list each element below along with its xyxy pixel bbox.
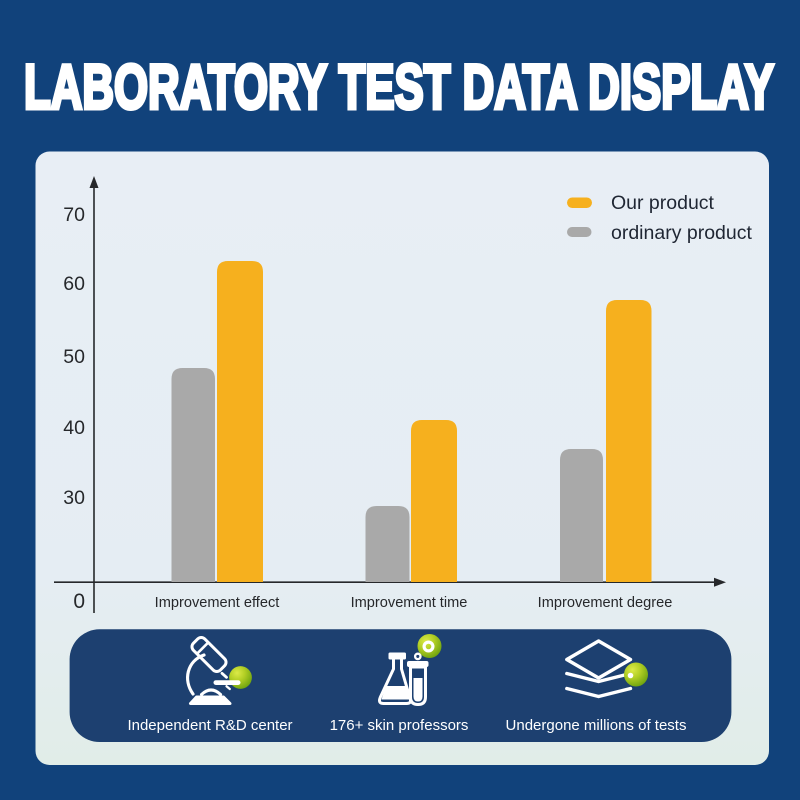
svg-text:70: 70 — [63, 204, 85, 226]
svg-text:176+ skin professors: 176+ skin professors — [330, 717, 469, 734]
svg-text:Improvement time: Improvement time — [351, 595, 468, 611]
svg-text:ordinary product: ordinary product — [611, 222, 752, 244]
svg-text:LABORATORY TEST DATA DISPLAY: LABORATORY TEST DATA DISPLAY — [24, 53, 774, 123]
svg-text:0: 0 — [73, 590, 85, 613]
svg-text:40: 40 — [63, 417, 85, 439]
svg-text:Undergone millions of tests: Undergone millions of tests — [506, 717, 687, 734]
svg-text:Improvement degree: Improvement degree — [538, 595, 673, 611]
svg-text:Independent R&D center: Independent R&D center — [127, 717, 292, 734]
svg-text:60: 60 — [63, 273, 85, 295]
svg-text:Improvement effect: Improvement effect — [155, 595, 280, 611]
svg-text:Our product: Our product — [611, 192, 715, 214]
svg-text:30: 30 — [63, 487, 85, 509]
svg-text:50: 50 — [63, 346, 85, 368]
